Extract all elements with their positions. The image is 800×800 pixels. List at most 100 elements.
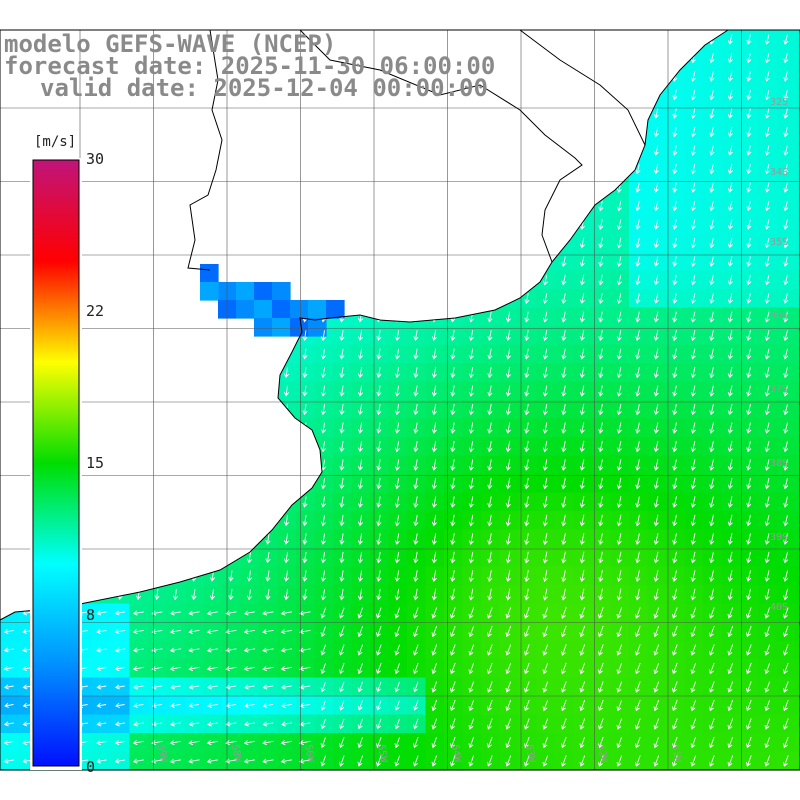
wind-arrow [783, 422, 789, 434]
wind-arrow [413, 145, 419, 156]
wind-arrow [746, 34, 752, 45]
wind-arrow [505, 311, 511, 323]
wind-arrow [727, 644, 734, 656]
wind-arrow [727, 403, 733, 416]
wind-cell [666, 30, 686, 50]
wind-cell [573, 178, 593, 198]
wind-arrow [246, 404, 253, 416]
wind-arrow [579, 570, 585, 583]
wind-cell [240, 344, 260, 364]
wind-cell [222, 363, 242, 383]
wind-arrow [690, 404, 696, 416]
wind-cell [388, 289, 408, 309]
wind-arrow [672, 367, 678, 379]
wind-arrow [172, 422, 179, 434]
wind-cell [536, 215, 556, 235]
wind-arrow [299, 758, 311, 764]
wind-arrow [450, 145, 456, 156]
wind-arrow [709, 293, 715, 304]
wind-cell [388, 104, 408, 124]
wind-arrow [302, 404, 308, 416]
wind-cell [499, 159, 519, 179]
wind-arrow [154, 237, 160, 249]
wind-arrow [413, 274, 419, 286]
wind-arrow [727, 330, 733, 342]
wind-cell [555, 178, 575, 198]
wind-arrow [764, 219, 770, 230]
wind-arrow [746, 126, 752, 138]
wind-arrow [376, 348, 382, 360]
wind-arrow [394, 440, 400, 453]
wind-arrow [339, 588, 345, 601]
wind-arrow [746, 755, 752, 767]
wind-cell [240, 492, 260, 512]
wind-cell [166, 159, 186, 179]
wind-arrow [172, 200, 179, 212]
wind-arrow [542, 52, 548, 64]
wind-arrow [339, 219, 345, 230]
wind-arrow [376, 219, 382, 230]
wind-arrow [281, 702, 292, 709]
wind-arrow [339, 626, 345, 638]
wind-arrow [746, 182, 752, 193]
wind-cell [296, 122, 316, 142]
wind-arrow [505, 108, 511, 119]
wind-arrow [191, 552, 197, 564]
wind-cell [592, 104, 612, 124]
wind-cell [481, 178, 501, 198]
wind-arrow [690, 644, 697, 656]
wind-arrow [243, 721, 255, 727]
wind-arrow [228, 570, 234, 582]
wind-arrow [209, 422, 216, 434]
wind-cell [222, 529, 242, 549]
wind-arrow [672, 163, 678, 175]
wind-arrow [561, 311, 567, 323]
wind-arrow [280, 666, 293, 672]
wind-cell [0, 381, 20, 401]
wind-arrow [376, 551, 382, 564]
wind-cell [351, 215, 371, 235]
wind-arrow [468, 163, 474, 175]
wind-cell [92, 529, 112, 549]
wind-arrow [376, 256, 382, 267]
wind-arrow [209, 163, 216, 175]
wind-cell [185, 492, 205, 512]
wind-cell [555, 30, 575, 50]
wind-arrow [265, 422, 271, 434]
wind-arrow [598, 588, 604, 601]
wind-arrow [394, 385, 400, 397]
wind-cell [240, 196, 260, 216]
wind-arrow [598, 533, 604, 546]
wind-arrow [468, 588, 474, 601]
wind-cell [166, 233, 186, 253]
wind-arrow [450, 477, 456, 490]
wind-cell [314, 141, 334, 161]
wind-arrow [154, 163, 160, 175]
wind-cell [0, 492, 20, 512]
wind-arrow [191, 459, 197, 471]
wind-arrow [209, 515, 216, 527]
wind-arrow [524, 126, 530, 138]
wind-arrow [413, 570, 419, 583]
wind-arrow [450, 736, 456, 749]
wind-cell [555, 196, 575, 216]
wind-arrow [487, 34, 493, 45]
wind-arrow [746, 551, 752, 564]
wind-arrow [579, 200, 585, 212]
wind-arrow [246, 441, 253, 453]
wind-cell [129, 474, 149, 494]
wind-arrow [114, 684, 125, 690]
wind-arrow [225, 721, 237, 727]
wind-cell [166, 529, 186, 549]
wind-arrow [450, 718, 456, 730]
wind-cell [166, 511, 186, 531]
wind-cell [370, 307, 390, 327]
wind-arrow [339, 200, 345, 212]
wind-arrow [542, 718, 549, 730]
wind-cell [425, 159, 445, 179]
wind-arrow [468, 182, 474, 193]
wind-arrow [616, 367, 622, 379]
wind-arrow [487, 367, 493, 379]
wind-arrow [339, 551, 345, 564]
wind-arrow [3, 758, 15, 764]
